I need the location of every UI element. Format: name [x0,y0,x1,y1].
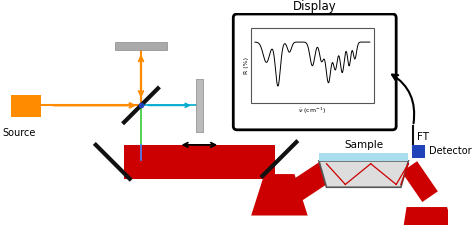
Text: Display: Display [293,0,337,13]
FancyBboxPatch shape [251,28,374,104]
Polygon shape [274,157,339,211]
FancyBboxPatch shape [233,14,396,130]
Polygon shape [319,153,409,161]
Polygon shape [11,95,41,117]
Text: FT: FT [417,132,429,142]
Text: R (%): R (%) [244,57,249,74]
Polygon shape [196,79,203,132]
Polygon shape [412,145,425,158]
Polygon shape [115,42,167,50]
Text: Source: Source [2,128,35,138]
Polygon shape [402,207,456,225]
Polygon shape [319,161,409,187]
Text: Sample: Sample [344,140,383,150]
Polygon shape [124,145,275,179]
Polygon shape [401,161,438,202]
Text: Detector: Detector [429,146,472,156]
Text: $\tilde{\nu}$ (cm$^{-1}$): $\tilde{\nu}$ (cm$^{-1}$) [299,105,326,116]
Polygon shape [251,174,308,216]
